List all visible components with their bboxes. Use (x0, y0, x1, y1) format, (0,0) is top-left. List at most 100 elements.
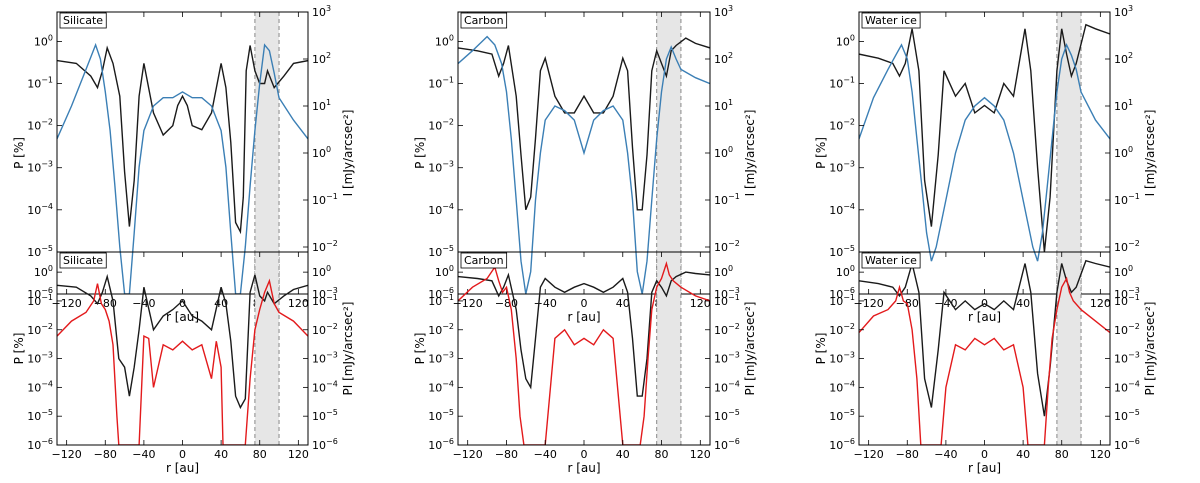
x-tick-label: 120 (690, 448, 711, 461)
y2-tick-label: 10−1 (312, 293, 338, 308)
x-tick-label: 40 (214, 448, 228, 461)
y2-tick-label: 10−5 (1114, 408, 1140, 423)
x-tick-label: 0 (179, 297, 186, 310)
y2-tick-label: 10−6 (312, 437, 338, 452)
y2-axis-label: I [mJy/arcsec²] (341, 110, 355, 197)
y-tick-label: 10−6 (27, 286, 53, 301)
x-tick-label: 40 (616, 297, 630, 310)
x-tick-label: −80 (495, 448, 518, 461)
x-tick-label: −40 (534, 297, 557, 310)
shaded-region (254, 252, 280, 445)
panel-title: Silicate (63, 14, 103, 27)
panel-title-box (861, 252, 921, 269)
panel-title-box (460, 252, 508, 269)
y-tick-label: 10−2 (829, 118, 855, 133)
y2-tick-label: 10−1 (714, 192, 740, 207)
x-tick-label: 40 (1016, 297, 1030, 310)
y-tick-label: 10−4 (829, 202, 855, 217)
y2-tick-label: 10−3 (312, 286, 338, 301)
y2-tick-label: 103 (312, 4, 331, 19)
shaded-region (254, 12, 280, 294)
y2-tick-label: 10−5 (714, 408, 740, 423)
x-tick-label: −120 (854, 297, 884, 310)
y-tick-label: 10−1 (829, 76, 855, 91)
y-axis-label: P [%] (12, 333, 26, 365)
y-tick-label: 10−1 (829, 293, 855, 308)
x-tick-label: −120 (52, 448, 82, 461)
x-tick-label: 0 (581, 448, 588, 461)
panel-title-box (59, 252, 107, 269)
y2-tick-label: 102 (1114, 51, 1133, 66)
y-tick-label: 10−3 (27, 160, 53, 175)
y-tick-label: 10−5 (428, 408, 454, 423)
y2-tick-label: 101 (1114, 98, 1133, 113)
y2-tick-label: 10−2 (1114, 239, 1140, 254)
y-tick-label: 10−6 (428, 286, 454, 301)
y-tick-label: 10−2 (428, 118, 454, 133)
panel-title: Carbon (464, 254, 504, 267)
y2-tick-label: 10−3 (714, 286, 740, 301)
x-tick-label: 120 (288, 448, 309, 461)
x-tick-label: −80 (896, 448, 919, 461)
x-tick-label: 120 (690, 297, 711, 310)
x-tick-label: 80 (253, 448, 267, 461)
y-tick-label: 10−4 (27, 379, 53, 394)
x-axis-label: r [au] (567, 310, 600, 324)
y-tick-label: 100 (34, 264, 53, 279)
y-tick-label: 100 (34, 33, 53, 48)
y2-tick-label: 100 (714, 145, 733, 160)
y2-tick-label: 10−2 (312, 322, 338, 337)
y-tick-label: 10−5 (27, 244, 53, 259)
y2-tick-label: 100 (312, 264, 331, 279)
y-tick-label: 10−5 (829, 408, 855, 423)
y2-tick-label: 100 (312, 145, 331, 160)
y2-tick-label: 10−5 (312, 408, 338, 423)
panel-title-box (861, 12, 921, 29)
y2-tick-label: 103 (1114, 4, 1133, 19)
series-pi-line (458, 260, 710, 445)
y-tick-label: 10−1 (27, 293, 53, 308)
y2-axis-label: I [mJy/arcsec²] (743, 110, 757, 197)
y-tick-label: 10−5 (829, 244, 855, 259)
y-tick-label: 10−2 (27, 118, 53, 133)
x-axis-label: r [au] (968, 461, 1001, 475)
series-p-line (57, 45, 308, 235)
y-tick-label: 10−1 (428, 293, 454, 308)
series-i-line (458, 35, 710, 294)
y2-tick-label: 100 (714, 264, 733, 279)
y2-tick-label: 10−4 (1114, 379, 1140, 394)
y-axis-label: P [%] (413, 137, 427, 169)
x-axis-label: r [au] (567, 461, 600, 475)
y2-tick-label: 101 (714, 98, 733, 113)
y-tick-label: 10−5 (428, 244, 454, 259)
x-tick-label: −80 (94, 448, 117, 461)
y2-tick-label: 10−6 (714, 437, 740, 452)
y-tick-label: 10−2 (829, 322, 855, 337)
panel-title: Water ice (865, 254, 917, 267)
x-tick-label: 0 (981, 448, 988, 461)
series-i-line (859, 43, 1110, 262)
y-tick-label: 10−1 (27, 76, 53, 91)
y2-tick-label: 10−2 (1114, 322, 1140, 337)
x-tick-label: −40 (132, 297, 155, 310)
y2-tick-label: 10−6 (1114, 437, 1140, 452)
x-tick-label: 0 (581, 297, 588, 310)
y2-tick-label: 10−2 (714, 239, 740, 254)
y-tick-label: 10−3 (27, 351, 53, 366)
panel-5: −120 −80 −40 0 40 80 120 r [au] 10−6 10−5 10−4 10−3… (413, 251, 757, 475)
y2-tick-label: 100 (1114, 264, 1133, 279)
y2-tick-label: 10−4 (312, 379, 338, 394)
x-tick-label: 40 (1016, 448, 1030, 461)
y-tick-label: 100 (836, 33, 855, 48)
x-tick-label: −80 (495, 297, 518, 310)
y-tick-label: 10−3 (829, 160, 855, 175)
panel-title: Carbon (464, 14, 504, 27)
y2-tick-label: 10−3 (1114, 286, 1140, 301)
panel-title: Water ice (865, 14, 917, 27)
y2-tick-label: 10−3 (714, 351, 740, 366)
y2-axis-label: PI [mJy/arcsec²] (1143, 302, 1157, 396)
shaded-region (1056, 252, 1082, 445)
x-tick-label: 40 (616, 448, 630, 461)
